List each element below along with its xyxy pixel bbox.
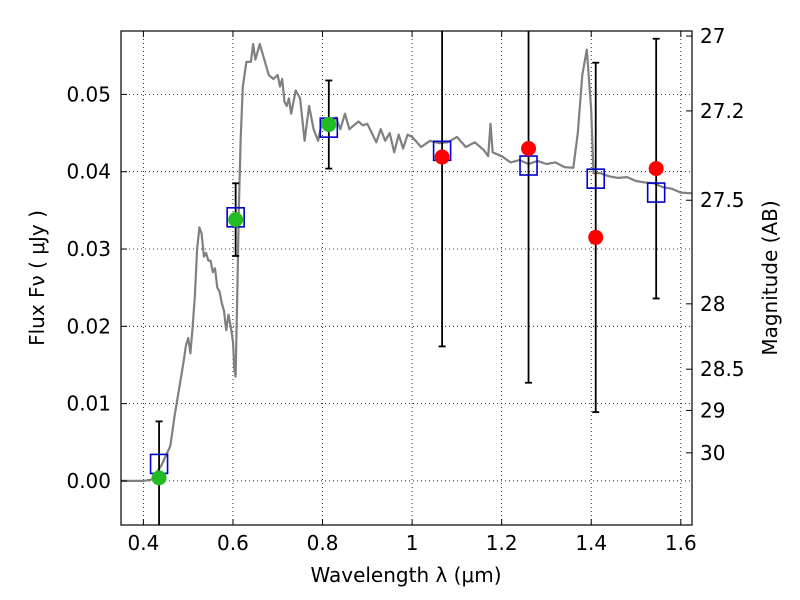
x-tick-label: 1.4 [575, 531, 607, 555]
mag-tick-label: 29 [700, 398, 725, 422]
errorbar-layer [155, 31, 660, 525]
template-spectrum-line [121, 43, 693, 482]
x-tick-label: 0.4 [127, 531, 159, 555]
y-tick-label: 0.04 [66, 160, 111, 184]
nir-point [588, 229, 604, 245]
optical-point [151, 470, 167, 486]
right-axis-label: Magnitude (AB) [758, 200, 782, 355]
x-axis-label: Wavelength λ (μm) [310, 563, 501, 587]
x-tick-label: 0.6 [217, 531, 249, 555]
x-tick-label: 0.8 [307, 531, 339, 555]
mag-tick-label: 28.5 [700, 357, 745, 381]
plot-frame [120, 30, 693, 526]
grid-layer [121, 31, 692, 525]
nir-point [521, 141, 537, 157]
mag-tick-label: 27.2 [700, 99, 745, 123]
nir-point [648, 161, 664, 177]
model-box-layer [149, 117, 666, 475]
tick-layer [121, 31, 692, 525]
y-tick-label: 0.05 [66, 82, 111, 106]
mag-tick-label: 30 [700, 441, 725, 465]
nir-point [434, 149, 450, 165]
tick-label-layer: 0.4 0.6 0.8 1 1.2 1.4 1.6 0.00 0.01 0.02 0.03 0.04 0… [66, 24, 744, 555]
model-flux-box [586, 168, 606, 189]
model-flux-box [519, 155, 538, 176]
template-spectrum-layer [121, 43, 693, 482]
x-tick-label: 1.2 [486, 531, 518, 555]
optical-point [228, 212, 244, 228]
mag-tick-label: 27.5 [700, 188, 745, 212]
y-tick-label: 0.02 [66, 314, 111, 338]
model-flux-box [646, 182, 666, 203]
y-tick-label: 0.00 [66, 469, 111, 493]
mag-tick-label: 27 [700, 24, 725, 48]
optical-point [321, 117, 337, 133]
mag-tick-label: 28 [700, 292, 725, 316]
y-axis-label: Flux Fν ( μJy ) [25, 210, 49, 346]
y-tick-label: 0.03 [66, 237, 111, 261]
y-tick-label: 0.01 [66, 392, 111, 416]
x-tick-label: 1.6 [665, 531, 697, 555]
photometry-point-layer [151, 117, 664, 486]
x-tick-label: 1 [406, 531, 419, 555]
